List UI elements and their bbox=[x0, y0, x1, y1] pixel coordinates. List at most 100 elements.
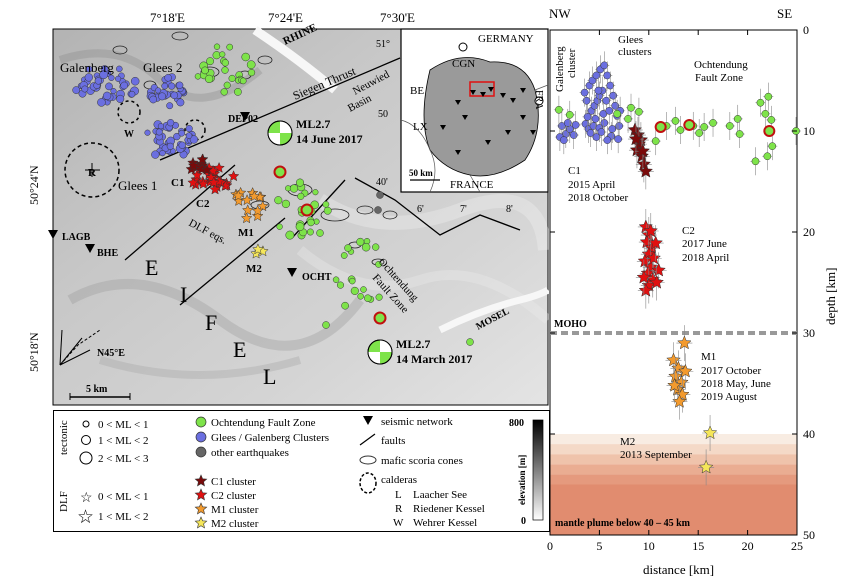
event-top-date: 14 June 2017 bbox=[296, 132, 363, 146]
legend-dlf-title: DLF bbox=[58, 491, 70, 512]
section-points bbox=[553, 51, 802, 486]
map-quake-3-20 bbox=[246, 60, 256, 70]
plume-band-1 bbox=[550, 444, 797, 455]
map-quake-5-12 bbox=[375, 261, 382, 268]
legend-circle-label-0: Ochtendung Fault Zone bbox=[211, 417, 316, 429]
legend-tectonic-sym-0 bbox=[82, 420, 90, 428]
map-quake-0-39 bbox=[116, 65, 123, 73]
map-quake-4-14 bbox=[307, 218, 315, 227]
section-star-2-9 bbox=[628, 131, 644, 146]
legend-network-icon bbox=[363, 416, 373, 425]
section-star-2-8 bbox=[635, 143, 651, 158]
map-quake-1-9 bbox=[176, 98, 185, 107]
map-quake-4-25 bbox=[295, 178, 305, 187]
map-quake-4-11 bbox=[274, 196, 283, 205]
legend-caldera-v0: Laacher See bbox=[413, 489, 467, 501]
section-point-1-15 bbox=[733, 115, 742, 123]
map-isolated-4 bbox=[322, 321, 330, 329]
map-quake-3-19 bbox=[213, 43, 221, 50]
legend-star-label-2: M1 cluster bbox=[211, 504, 259, 516]
map-quake-3-12 bbox=[226, 43, 234, 51]
section-c1-name: C1 bbox=[568, 165, 581, 177]
map-quake-2-23 bbox=[166, 119, 175, 127]
section-point-0-16 bbox=[583, 113, 592, 121]
legend-network: seismic network bbox=[381, 416, 453, 428]
map-quake-4-17 bbox=[306, 228, 314, 236]
section-se: SE bbox=[777, 6, 792, 21]
map-star-6-27 bbox=[197, 177, 210, 189]
legend-stars bbox=[194, 474, 208, 529]
map-star-8-0 bbox=[240, 212, 253, 224]
map-quake-4-5 bbox=[312, 189, 319, 196]
map-quake-5-17 bbox=[356, 237, 365, 246]
map-quake-4-0 bbox=[323, 206, 332, 215]
map-quake-5-8 bbox=[375, 293, 383, 301]
grid-40: 40' bbox=[376, 177, 388, 188]
map-quake-2-41 bbox=[155, 128, 163, 136]
section-m2-date: 2013 September bbox=[620, 449, 692, 461]
map-star-6-20 bbox=[191, 168, 203, 181]
section-c2-name: C2 bbox=[682, 225, 695, 237]
section-point-0-42 bbox=[608, 125, 617, 133]
map-star-9-2 bbox=[252, 243, 264, 255]
section-point-0-14 bbox=[597, 128, 606, 136]
section-point-1-13 bbox=[709, 119, 717, 127]
section-point-0-40 bbox=[582, 96, 591, 105]
section-point-0-7 bbox=[559, 136, 568, 144]
plume-band-0 bbox=[550, 434, 797, 445]
y-tick-label-1: 10 bbox=[803, 124, 815, 138]
label-eifel-e1: E bbox=[145, 255, 158, 280]
focal-mechanism-top bbox=[267, 120, 293, 146]
legend-fault-icon bbox=[359, 433, 376, 446]
map-quake-2-39 bbox=[144, 129, 151, 136]
section-point-0-39 bbox=[605, 106, 614, 115]
label-n45e: N45°E bbox=[97, 348, 125, 359]
map-quake-2-44 bbox=[166, 142, 174, 150]
section-star-5-0 bbox=[702, 425, 718, 440]
section-axes: 0 5 10 15 20 25 0 10 20 30 40 50 bbox=[547, 23, 815, 553]
section-point-1-4 bbox=[627, 103, 635, 112]
mosel-river bbox=[438, 286, 550, 334]
label-dep02: DEP02 bbox=[228, 114, 258, 125]
map-quake-2-38 bbox=[189, 135, 199, 144]
map-quake-3-3 bbox=[228, 74, 236, 82]
map-scale-bar bbox=[69, 393, 131, 400]
section-star-3-14 bbox=[643, 223, 659, 238]
plume-band-2 bbox=[550, 454, 797, 465]
section-point-1-17 bbox=[751, 157, 760, 166]
legend-caldera-k2: W bbox=[393, 517, 404, 529]
y-tick-label-5: 50 bbox=[803, 528, 815, 542]
section-point-0-6 bbox=[571, 121, 580, 129]
map-star-8-11 bbox=[241, 194, 253, 206]
map-star-8-8 bbox=[251, 204, 264, 216]
section-star-4-9 bbox=[678, 363, 693, 378]
section-point-0-34 bbox=[603, 136, 612, 144]
legend-circle-ofz bbox=[195, 416, 207, 428]
map-star-6-4 bbox=[227, 170, 240, 182]
legend-star-label-0: C1 cluster bbox=[211, 476, 256, 488]
section-m1-date3: 2019 August bbox=[701, 391, 757, 403]
map-star-7-6 bbox=[187, 159, 200, 171]
map-star-6-29 bbox=[207, 176, 220, 188]
map-quake-1-26 bbox=[176, 81, 184, 89]
y-tick-label-0: 0 bbox=[803, 23, 809, 37]
tick-left-1: 50°24'N bbox=[27, 165, 41, 205]
section-point-1-24 bbox=[764, 92, 773, 101]
legend-tectonic-1: 1 < ML < 2 bbox=[98, 435, 149, 447]
label-glees2: Glees 2 bbox=[143, 60, 182, 75]
section-m1-name: M1 bbox=[701, 351, 716, 363]
map-isolated-3 bbox=[344, 244, 352, 252]
map-quake-5-16 bbox=[341, 301, 349, 310]
map-quake-0-35 bbox=[116, 94, 125, 103]
map-quake-2-3 bbox=[173, 132, 181, 141]
caldera-riedener bbox=[64, 142, 120, 198]
legend-elev-max: 800 bbox=[509, 418, 524, 429]
map-quake-3-18 bbox=[247, 68, 256, 77]
legend-circle-other bbox=[195, 446, 207, 458]
section-rimmed-1 bbox=[683, 118, 696, 131]
legend-circle-glees bbox=[195, 431, 207, 443]
section-point-0-41 bbox=[580, 88, 589, 97]
map-quake-0-36 bbox=[85, 65, 93, 73]
legend-scoria: mafic scoria cones bbox=[381, 455, 463, 467]
station-bhe bbox=[85, 244, 95, 253]
